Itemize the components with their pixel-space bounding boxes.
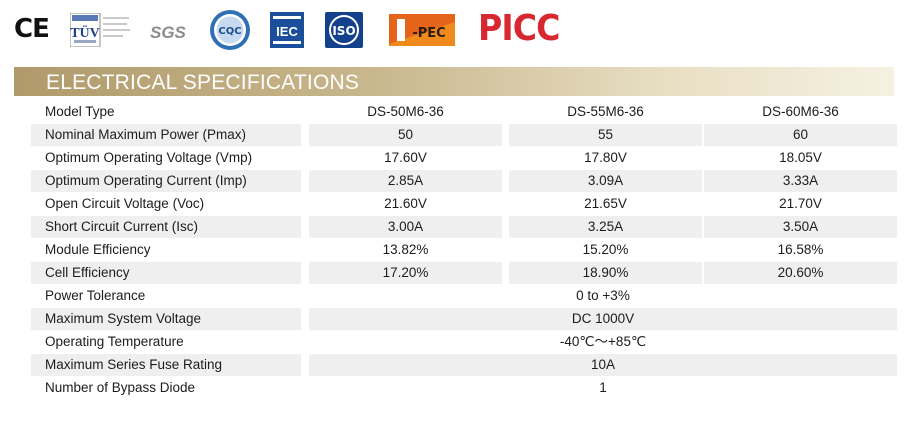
svg-text:ISO: ISO <box>332 24 355 38</box>
table-cell: 15.20% <box>582 242 629 257</box>
cqc-logo: CQC <box>210 10 250 50</box>
row-label: Cell Efficiency <box>31 262 301 284</box>
table-row: Power Tolerance 0 to +3% <box>31 285 897 308</box>
section-title: ELECTRICAL SPECIFICATIONS <box>46 71 360 94</box>
table-row: Short Circuit Current (Isc) 3.00A 3.25A … <box>31 216 897 239</box>
row-label: Operating Temperature <box>45 334 184 349</box>
row-label: Optimum Operating Voltage (Vmp) <box>45 150 253 165</box>
table-cell-merged: 0 to +3% <box>576 288 630 303</box>
jpec-logo: -PEC <box>389 14 455 46</box>
row-label: Model Type <box>45 104 115 119</box>
svg-text:SGS: SGS <box>150 23 187 42</box>
table-cell: 3.25A <box>509 216 702 238</box>
table-row: Optimum Operating Voltage (Vmp) 17.60V 1… <box>31 147 897 170</box>
table-cell: 3.00A <box>309 216 502 238</box>
row-label: Maximum Series Fuse Rating <box>31 354 301 376</box>
table-row: Optimum Operating Current (Imp) 2.85A 3.… <box>31 170 897 193</box>
table-row: Nominal Maximum Power (Pmax) 50 55 60 <box>31 124 897 147</box>
row-label: Maximum System Voltage <box>31 308 301 330</box>
certification-logos: CE TÜV SGS CQC IEC ISO -PEC PICC <box>0 0 906 62</box>
svg-text:-PEC: -PEC <box>412 26 445 41</box>
row-label: Optimum Operating Current (Imp) <box>31 170 301 192</box>
table-cell: 2.85A <box>309 170 502 192</box>
table-row: Cell Efficiency 17.20% 18.90% 20.60% <box>31 262 897 285</box>
table-row: Maximum System Voltage DC 1000V <box>31 308 897 331</box>
table-cell: 3.33A <box>704 170 897 192</box>
table-row: Operating Temperature -40℃～+85℃ <box>31 331 897 354</box>
svg-text:CQC: CQC <box>218 26 241 37</box>
table-cell: 21.70V <box>779 196 822 211</box>
table-cell: 21.60V <box>384 196 427 211</box>
svg-text:IEC: IEC <box>276 24 298 39</box>
table-cell: 17.80V <box>584 150 627 165</box>
iso-logo: ISO <box>325 12 363 48</box>
table-cell: 3.50A <box>704 216 897 238</box>
table-row: Number of Bypass Diode 1 <box>31 377 897 400</box>
table-cell: 16.58% <box>777 242 824 257</box>
table-cell: 60 <box>704 124 897 146</box>
table-cell: 50 <box>309 124 502 146</box>
table-cell: 3.09A <box>509 170 702 192</box>
table-cell-merged: 10A <box>309 354 897 376</box>
table-cell-merged: 1 <box>599 380 607 395</box>
table-cell-merged: -40℃～+85℃ <box>559 334 647 349</box>
table-cell: 21.65V <box>584 196 627 211</box>
table-row: Module Efficiency 13.82% 15.20% 16.58% <box>31 239 897 262</box>
electrical-spec-table: Model Type DS-50M6-36 DS-55M6-36 DS-60M6… <box>31 101 897 400</box>
table-header-row: Model Type DS-50M6-36 DS-55M6-36 DS-60M6… <box>31 101 897 124</box>
ce-mark-logo: CE <box>14 14 50 44</box>
table-cell: 18.05V <box>779 150 822 165</box>
table-cell: 55 <box>509 124 702 146</box>
table-cell: 20.60% <box>704 262 897 284</box>
table-cell: 17.60V <box>384 150 427 165</box>
row-label: Module Efficiency <box>45 242 151 257</box>
row-label: Short Circuit Current (Isc) <box>31 216 301 238</box>
row-label: Nominal Maximum Power (Pmax) <box>31 124 301 146</box>
tuv-logo: TÜV <box>70 13 130 47</box>
table-row: Open Circuit Voltage (Voc) 21.60V 21.65V… <box>31 193 897 216</box>
model-name: DS-60M6-36 <box>762 104 839 119</box>
table-cell: 17.20% <box>309 262 502 284</box>
model-name: DS-55M6-36 <box>567 104 644 119</box>
row-label: Power Tolerance <box>45 288 146 303</box>
row-label: Number of Bypass Diode <box>45 380 196 395</box>
svg-text:TÜV: TÜV <box>70 24 100 41</box>
sgs-logo: SGS <box>150 23 187 42</box>
picc-logo: PICC <box>478 8 560 49</box>
table-cell: 18.90% <box>509 262 702 284</box>
iec-logo: IEC <box>270 12 304 48</box>
row-label: Open Circuit Voltage (Voc) <box>45 196 205 211</box>
table-cell: 13.82% <box>382 242 429 257</box>
model-name: DS-50M6-36 <box>367 104 444 119</box>
table-cell-merged: DC 1000V <box>309 308 897 330</box>
table-row: Maximum Series Fuse Rating 10A <box>31 354 897 377</box>
section-title-bar: ELECTRICAL SPECIFICATIONS <box>14 67 894 96</box>
